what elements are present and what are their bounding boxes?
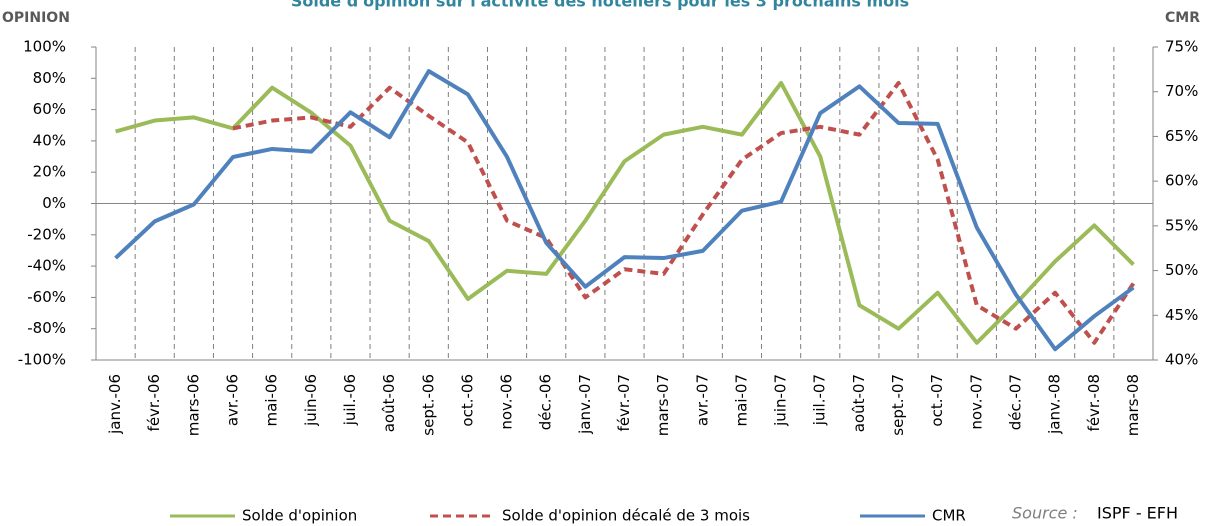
y-axis-title: OPINION bbox=[2, 10, 70, 26]
y2-axis-title: CMR bbox=[1165, 10, 1200, 26]
x-tick-label: mars-07 bbox=[654, 374, 672, 436]
y-tick-label: 60% bbox=[33, 100, 66, 118]
y-tick-label: -100% bbox=[18, 351, 66, 369]
y2-tick-label: 70% bbox=[1165, 82, 1198, 100]
y-tick-label: -60% bbox=[27, 288, 66, 306]
x-tick-label: févr.-06 bbox=[145, 374, 163, 431]
y-tick-label: 20% bbox=[33, 163, 66, 181]
y2-tick-label: 60% bbox=[1165, 172, 1198, 190]
x-tick-label: déc.-07 bbox=[1006, 374, 1024, 430]
y2-tick-label: 45% bbox=[1165, 306, 1198, 324]
x-tick-label: sept.-06 bbox=[419, 374, 437, 436]
source: ISPF - EFH bbox=[1097, 504, 1178, 523]
y-tick-label: 100% bbox=[23, 38, 66, 56]
series-line bbox=[232, 80, 1136, 345]
x-tick-label: févr.-07 bbox=[615, 374, 633, 431]
x-tick-label: mars-06 bbox=[184, 374, 202, 436]
x-tick-label: oct.-07 bbox=[928, 374, 946, 427]
x-tick-label: juil.-06 bbox=[341, 374, 359, 426]
x-tick-label: juil.-07 bbox=[811, 374, 829, 426]
chart-title: Solde d'opinion sur l'activité des hôtel… bbox=[291, 0, 909, 11]
y2-tick-label: 65% bbox=[1165, 127, 1198, 145]
x-tick-label: févr.-08 bbox=[1085, 374, 1103, 431]
y-tick-label: -20% bbox=[27, 225, 66, 243]
x-tick-label: mai-06 bbox=[263, 374, 281, 426]
y2-tick-label: 55% bbox=[1165, 216, 1198, 234]
x-tick-label: déc.-06 bbox=[537, 374, 555, 430]
y-tick-label: -80% bbox=[27, 319, 66, 337]
x-tick-label: mai-07 bbox=[732, 374, 750, 426]
x-tick-label: mars-08 bbox=[1124, 374, 1142, 436]
y-tick-label: 0% bbox=[42, 194, 66, 212]
series-line bbox=[114, 69, 1135, 352]
x-tick-label: août-07 bbox=[850, 374, 868, 432]
x-tick-label: nov.-06 bbox=[498, 374, 516, 430]
series-line bbox=[115, 80, 1135, 345]
legend-label: Solde d'opinion décalé de 3 mois bbox=[502, 507, 750, 525]
y-tick-label: 40% bbox=[33, 131, 66, 149]
x-tick-label: janv.-08 bbox=[1046, 374, 1064, 435]
y-tick-label: 80% bbox=[33, 69, 66, 87]
x-tick-label: août-06 bbox=[380, 374, 398, 432]
x-tick-label: oct.-06 bbox=[458, 374, 476, 427]
x-tick-label: janv.-07 bbox=[576, 374, 594, 435]
source-label: Source : bbox=[1012, 504, 1078, 523]
x-tick-label: janv.-06 bbox=[106, 374, 124, 435]
x-tick-label: juin-06 bbox=[302, 374, 320, 427]
legend-label: CMR bbox=[932, 507, 966, 525]
legend-label: Solde d'opinion bbox=[242, 507, 357, 525]
y2-tick-label: 75% bbox=[1165, 38, 1198, 56]
y2-tick-label: 50% bbox=[1165, 261, 1198, 279]
x-tick-label: avr.-06 bbox=[224, 374, 242, 426]
y2-tick-label: 40% bbox=[1165, 351, 1198, 369]
x-tick-label: avr.-07 bbox=[693, 374, 711, 426]
x-tick-label: nov.-07 bbox=[967, 374, 985, 430]
y-tick-label: -40% bbox=[27, 257, 66, 275]
x-tick-label: sept.-07 bbox=[889, 374, 907, 436]
x-tick-label: juin-07 bbox=[772, 374, 790, 427]
